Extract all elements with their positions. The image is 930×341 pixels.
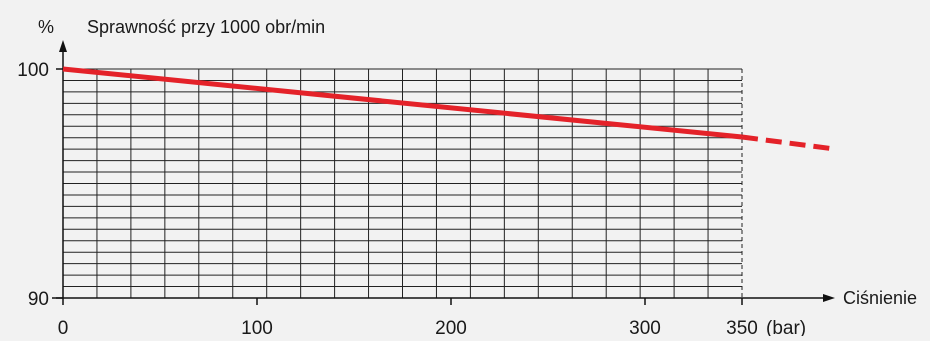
axes [52,40,835,305]
y-tick-label: 90 [28,289,49,310]
x-axis-unit: (bar) [766,318,806,336]
grid [63,68,743,304]
x-tick-label: 300 [629,318,661,336]
x-tick-label: 200 [435,318,467,336]
x-tick-label: 350 [726,318,758,336]
series [62,66,830,151]
labels: % Sprawność przy 1000 obr/min Ciśnienie … [17,17,917,339]
y-axis-arrow-icon [59,40,67,52]
y-axis-label: % [38,17,54,37]
y-tick-label: 100 [17,60,49,81]
x-tick-label: 0 [58,318,69,336]
x-axis-label: Ciśnienie [843,288,917,308]
chart-title: Sprawność przy 1000 obr/min [87,17,325,37]
x-axis-arrow-icon [823,294,835,302]
x-tick-label: 100 [241,318,273,336]
series-line-extrapolated [741,134,830,151]
series-line [62,66,743,140]
